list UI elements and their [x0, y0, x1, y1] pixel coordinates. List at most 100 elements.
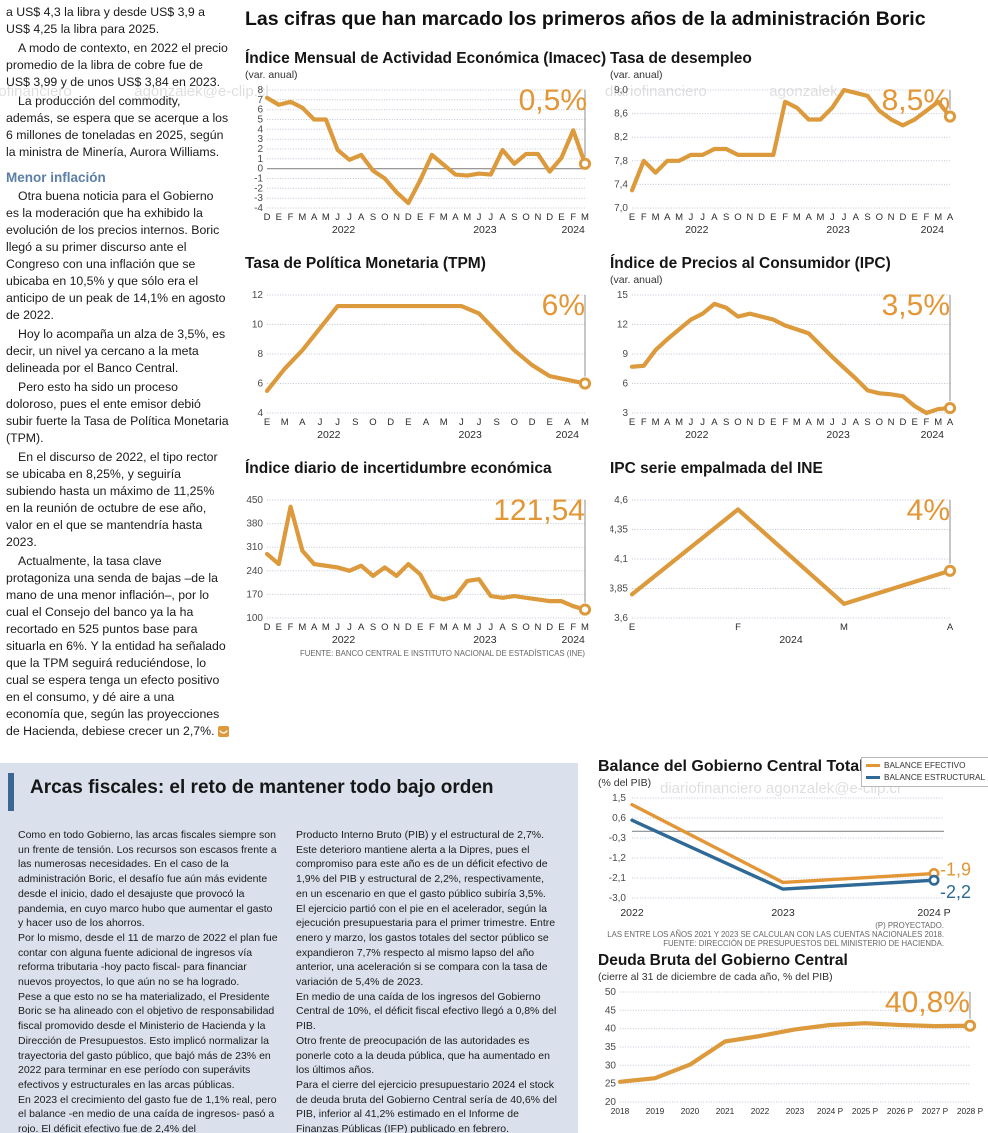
- svg-text:E: E: [629, 212, 635, 223]
- svg-text:J: J: [347, 622, 352, 633]
- svg-text:6: 6: [257, 105, 263, 116]
- svg-text:A: A: [358, 212, 365, 223]
- svg-text:8,5%: 8,5%: [882, 84, 950, 117]
- svg-text:A: A: [853, 417, 860, 428]
- svg-text:M: M: [440, 622, 448, 633]
- svg-text:M: M: [934, 417, 942, 428]
- svg-text:-1,2: -1,2: [609, 853, 627, 864]
- svg-text:M: M: [581, 417, 589, 428]
- svg-text:2024: 2024: [921, 429, 945, 441]
- svg-text:J: J: [477, 417, 482, 428]
- svg-text:2028 P: 2028 P: [957, 1106, 984, 1116]
- svg-text:4: 4: [257, 408, 263, 419]
- svg-text:F: F: [288, 212, 294, 223]
- svg-text:J: J: [335, 622, 340, 633]
- svg-text:F: F: [429, 622, 435, 633]
- svg-text:S: S: [511, 622, 517, 633]
- svg-text:40: 40: [605, 1024, 617, 1035]
- svg-text:12: 12: [252, 290, 264, 301]
- svg-text:M: M: [793, 417, 801, 428]
- svg-text:E: E: [770, 417, 776, 428]
- svg-text:M: M: [675, 417, 683, 428]
- svg-text:O: O: [381, 622, 388, 633]
- svg-text:12: 12: [617, 320, 629, 331]
- svg-text:0,6: 0,6: [612, 813, 626, 824]
- svg-text:M: M: [463, 622, 471, 633]
- svg-text:E: E: [417, 622, 423, 633]
- svg-text:F: F: [570, 212, 576, 223]
- svg-text:D: D: [264, 622, 271, 633]
- svg-text:100: 100: [246, 613, 263, 624]
- svg-text:8: 8: [257, 349, 263, 360]
- svg-text:15: 15: [617, 290, 629, 301]
- svg-text:J: J: [689, 212, 694, 223]
- svg-text:F: F: [782, 417, 788, 428]
- svg-text:2022: 2022: [332, 634, 356, 646]
- svg-text:D: D: [405, 622, 412, 633]
- svg-text:1: 1: [257, 154, 263, 165]
- svg-text:F: F: [641, 212, 647, 223]
- svg-text:2023: 2023: [473, 224, 497, 236]
- svg-text:A: A: [664, 417, 671, 428]
- svg-text:M: M: [652, 212, 660, 223]
- svg-text:2024: 2024: [562, 224, 586, 236]
- svg-text:2021: 2021: [716, 1106, 735, 1116]
- svg-text:M: M: [322, 212, 330, 223]
- svg-text:1,5: 1,5: [612, 793, 626, 804]
- svg-text:2018: 2018: [611, 1106, 630, 1116]
- svg-text:O: O: [381, 212, 388, 223]
- svg-text:3,85: 3,85: [610, 584, 628, 595]
- svg-text:-2: -2: [254, 183, 263, 194]
- svg-text:O: O: [511, 417, 518, 428]
- svg-text:2027 P: 2027 P: [922, 1106, 949, 1116]
- svg-text:J: J: [335, 212, 340, 223]
- svg-text:M: M: [581, 212, 589, 223]
- svg-text:J: J: [347, 212, 352, 223]
- svg-text:2026 P: 2026 P: [887, 1106, 914, 1116]
- svg-text:O: O: [734, 212, 741, 223]
- svg-text:0: 0: [257, 164, 263, 175]
- svg-text:N: N: [534, 212, 541, 223]
- svg-text:E: E: [558, 212, 564, 223]
- svg-text:S: S: [352, 417, 358, 428]
- svg-text:D: D: [546, 212, 553, 223]
- svg-text:-4: -4: [254, 203, 263, 214]
- svg-text:A: A: [664, 212, 671, 223]
- svg-text:S: S: [723, 212, 729, 223]
- svg-text:F: F: [429, 212, 435, 223]
- svg-text:M: M: [816, 212, 824, 223]
- svg-text:A: A: [711, 212, 718, 223]
- svg-text:2: 2: [257, 144, 263, 155]
- svg-text:-2,1: -2,1: [609, 873, 627, 884]
- svg-text:3: 3: [622, 408, 628, 419]
- svg-text:A: A: [564, 417, 571, 428]
- svg-text:2025 P: 2025 P: [852, 1106, 879, 1116]
- svg-text:N: N: [393, 622, 400, 633]
- svg-text:2022: 2022: [317, 429, 341, 441]
- svg-text:M: M: [652, 417, 660, 428]
- svg-text:E: E: [629, 622, 635, 633]
- svg-text:E: E: [558, 622, 564, 633]
- svg-text:6: 6: [622, 379, 628, 390]
- svg-text:-3: -3: [254, 193, 263, 204]
- svg-text:O: O: [734, 417, 741, 428]
- svg-text:2023: 2023: [771, 907, 795, 919]
- svg-text:S: S: [864, 212, 870, 223]
- svg-text:9,0: 9,0: [614, 85, 628, 96]
- svg-text:D: D: [529, 417, 536, 428]
- svg-text:6%: 6%: [542, 289, 585, 322]
- svg-text:40,8%: 40,8%: [885, 986, 970, 1019]
- svg-text:M: M: [675, 212, 683, 223]
- svg-text:A: A: [805, 417, 812, 428]
- svg-text:8,2: 8,2: [614, 132, 628, 143]
- svg-text:S: S: [723, 417, 729, 428]
- svg-text:A: A: [423, 417, 430, 428]
- svg-text:7: 7: [257, 95, 263, 106]
- svg-text:J: J: [335, 417, 340, 428]
- svg-text:S: S: [493, 417, 499, 428]
- svg-text:2024: 2024: [779, 634, 803, 646]
- svg-text:450: 450: [246, 495, 263, 506]
- svg-text:D: D: [758, 212, 765, 223]
- svg-text:S: S: [864, 417, 870, 428]
- svg-text:D: D: [899, 212, 906, 223]
